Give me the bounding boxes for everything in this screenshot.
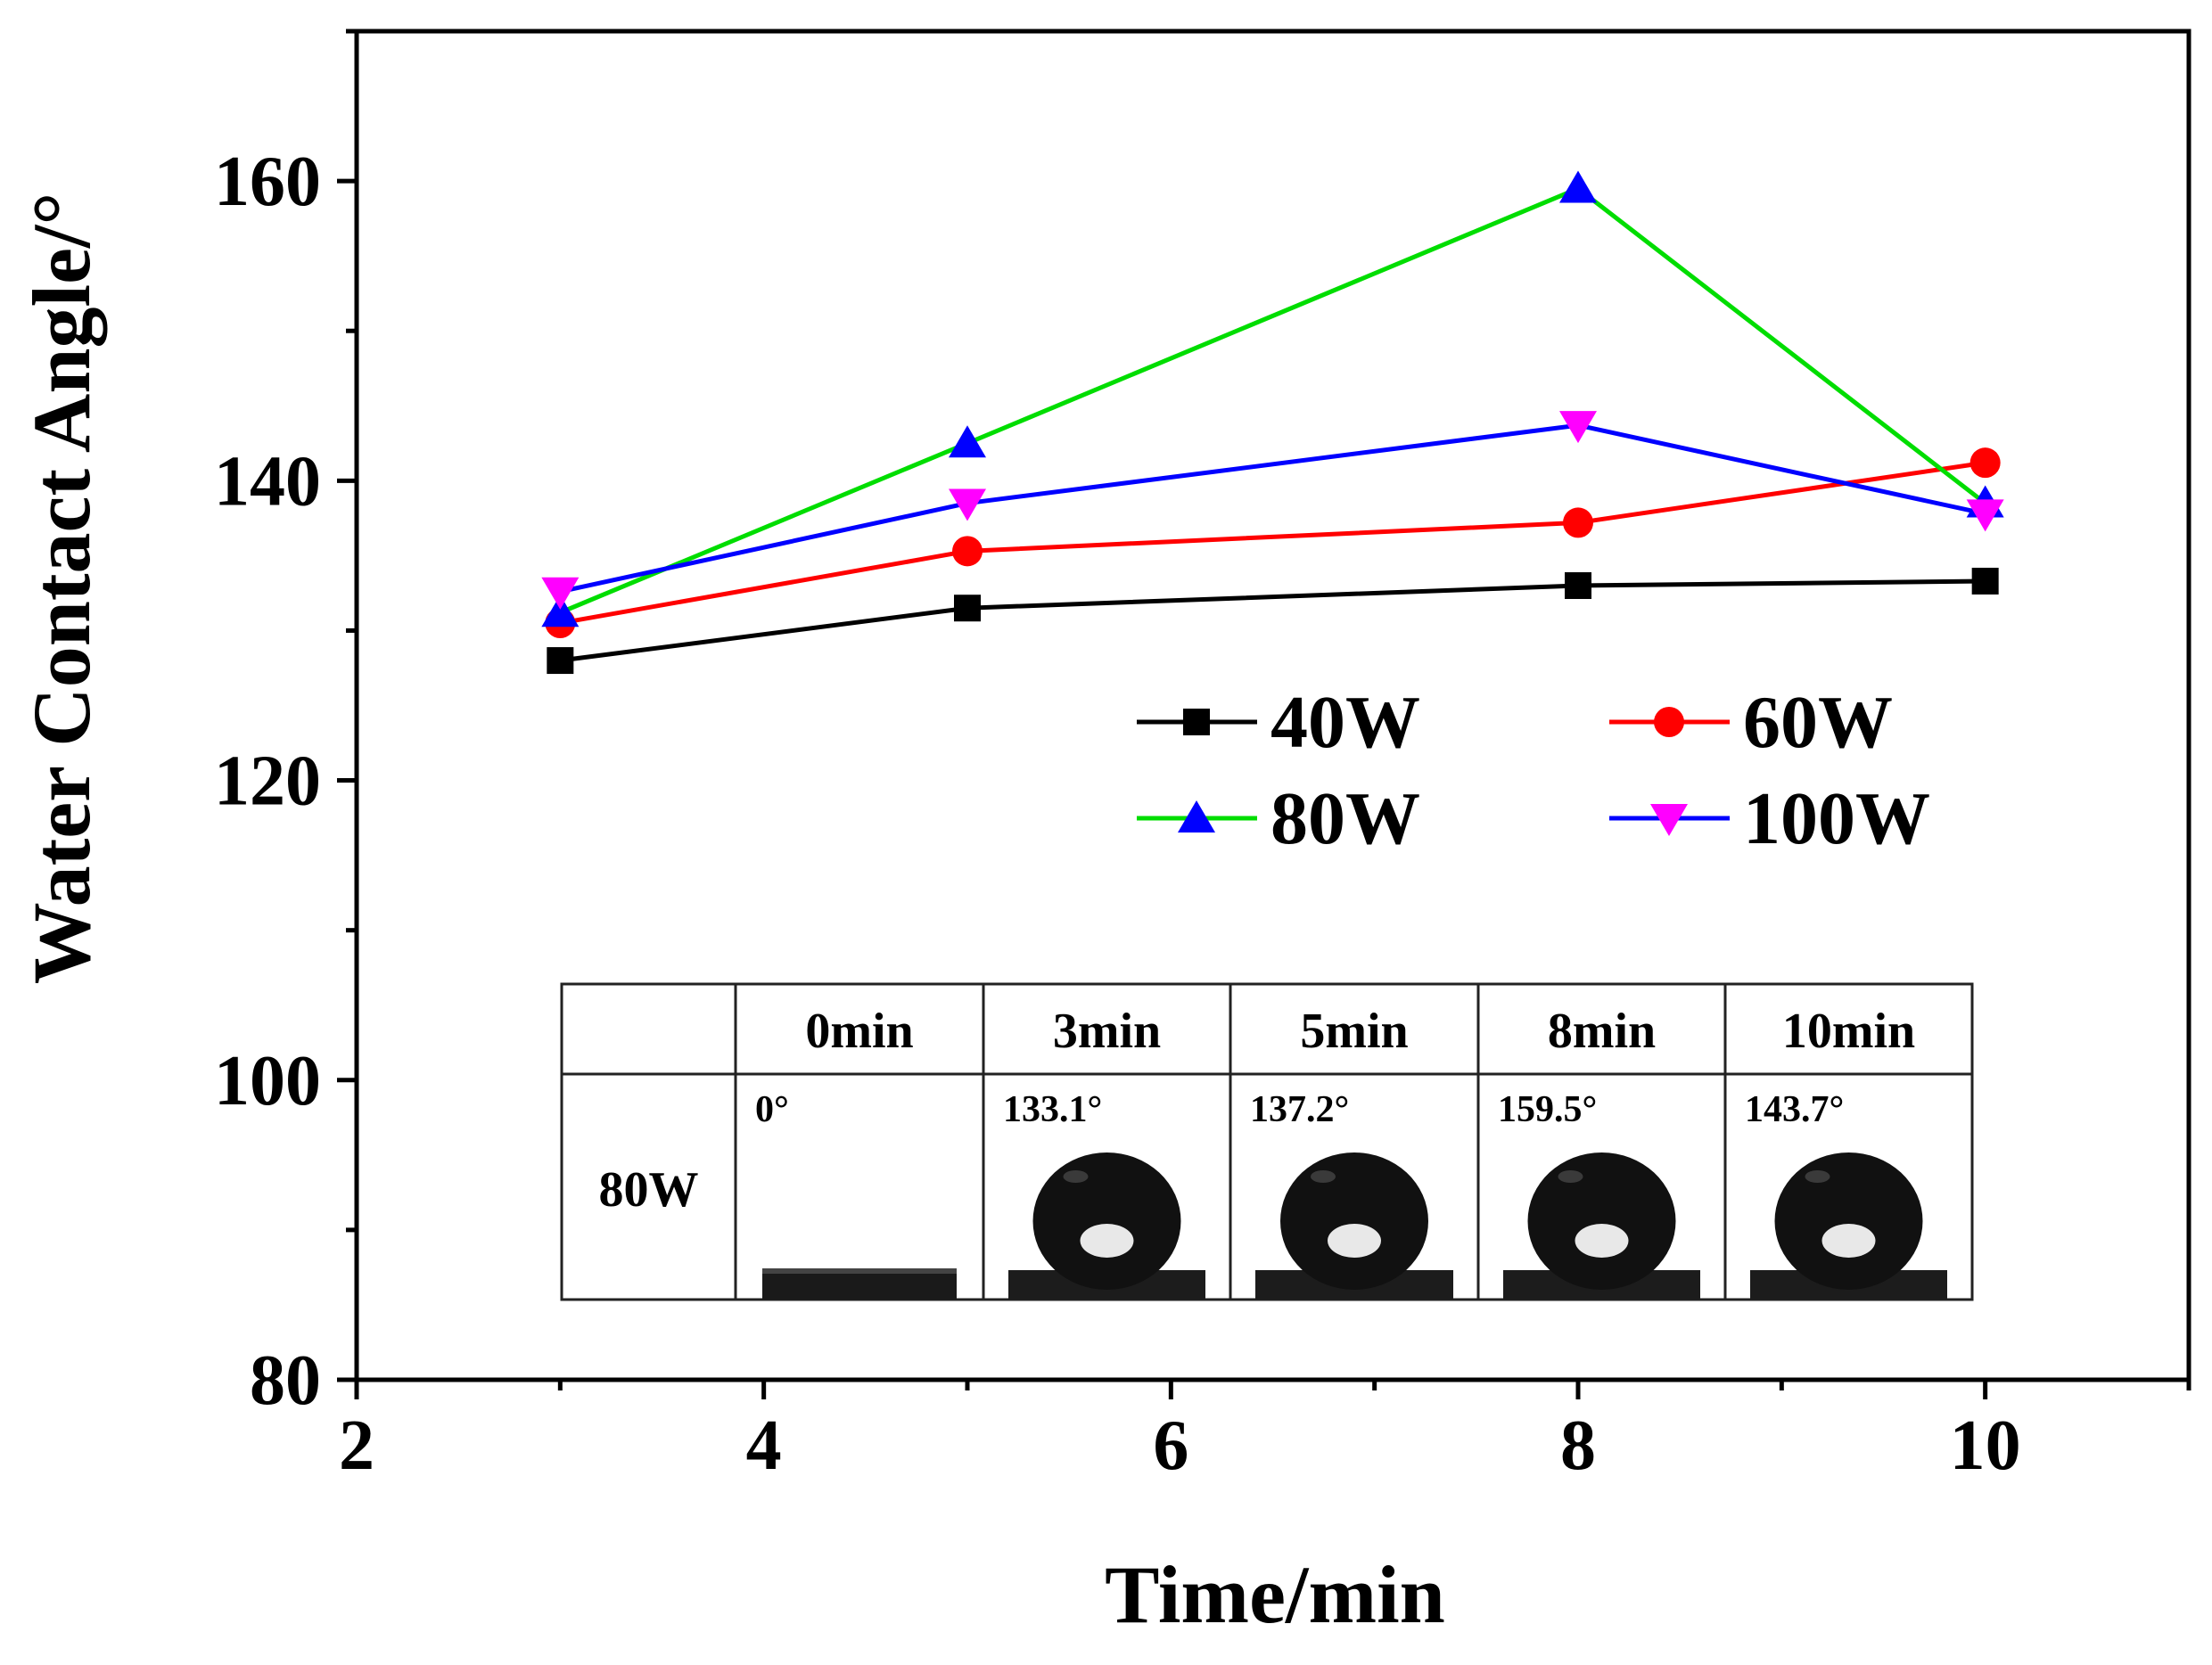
data-point-100W <box>541 577 580 610</box>
x-tick-label: 2 <box>339 1407 374 1485</box>
legend: 40W 60W 80W 100W <box>1137 681 1930 860</box>
inset-angle-label: 137.2° <box>1250 1089 1349 1130</box>
droplet-reflection <box>1805 1170 1830 1183</box>
droplet-image <box>1750 1152 1947 1300</box>
inset-col-header: 8min <box>1548 1004 1656 1059</box>
series-line-80W <box>559 185 1987 615</box>
inset-angle-label: 143.7° <box>1745 1089 1844 1130</box>
inset-angle-label: 159.5° <box>1498 1089 1597 1130</box>
inset-col-header: 5min <box>1300 1004 1408 1059</box>
x-axis-label: Time/min <box>1105 1549 1445 1640</box>
data-point-40W <box>1565 572 1591 600</box>
inset-col-header: 0min <box>805 1004 913 1059</box>
series-layer <box>541 170 2004 675</box>
droplet <box>1280 1152 1428 1290</box>
data-point-100W <box>1966 499 2004 532</box>
data-point-60W <box>1969 447 2001 479</box>
y-tick-label: 100 <box>214 1042 321 1120</box>
droplet-reflection <box>1311 1170 1336 1183</box>
inset-angle-label: 0° <box>755 1089 789 1130</box>
y-axis-label: Water Contact Angle/° <box>16 193 107 985</box>
legend-marker-80W <box>1178 800 1215 832</box>
inset-col-header: 3min <box>1053 1004 1161 1059</box>
legend-label-80W: 80W <box>1270 777 1420 860</box>
data-point-40W <box>954 595 981 622</box>
x-tick-label: 4 <box>746 1407 782 1485</box>
data-point-60W <box>952 536 983 567</box>
legend-marker-40W <box>1183 709 1210 735</box>
data-point-100W <box>949 488 986 521</box>
series-line-40W <box>560 578 1986 663</box>
data-point-80W <box>1559 170 1597 203</box>
data-point-100W <box>1559 411 1597 444</box>
series-line-60W <box>559 460 1986 626</box>
droplet-image <box>1255 1152 1453 1300</box>
data-point-40W <box>1971 567 1999 595</box>
droplet <box>1032 1152 1181 1290</box>
droplet-reflection <box>1558 1170 1583 1183</box>
droplet-image <box>1008 1152 1205 1300</box>
legend-label-40W: 40W <box>1270 681 1420 764</box>
data-point-60W <box>1563 507 1593 538</box>
data-point-80W <box>541 595 580 627</box>
x-tick-label: 6 <box>1153 1407 1188 1485</box>
droplet <box>1774 1152 1923 1290</box>
droplet-reflection <box>1063 1170 1089 1183</box>
substrate-edge <box>762 1268 957 1274</box>
droplet-highlight <box>1328 1224 1381 1258</box>
legend-marker-100W <box>1650 804 1688 836</box>
inset-row-label: 80W <box>599 1162 699 1218</box>
inset-frame <box>560 982 1974 1301</box>
legend-label-100W: 100W <box>1743 777 1930 860</box>
inset-col-header: 10min <box>1782 1004 1915 1059</box>
inset-angle-label: 133.1° <box>1003 1089 1102 1130</box>
droplet-image <box>762 1268 957 1300</box>
y-tick-label: 140 <box>214 442 321 521</box>
inset-table: 0min 3min 5min 8min 10min 80W 0° 133.1° 137.2° 15… <box>560 982 1974 1301</box>
y-tick-label: 120 <box>214 742 321 821</box>
legend-marker-60W <box>1654 707 1684 737</box>
legend-label-60W: 60W <box>1743 681 1893 764</box>
axes: 2 4 6 8 10 80 100 120 140 160 <box>214 29 2191 1485</box>
droplet-highlight <box>1821 1224 1876 1258</box>
droplet-highlight <box>1575 1224 1629 1258</box>
data-point-80W <box>949 425 986 458</box>
x-tick-label: 8 <box>1560 1407 1596 1485</box>
plot-frame <box>354 29 2191 1382</box>
droplet <box>1527 1152 1676 1290</box>
x-tick-label: 10 <box>1950 1407 2021 1485</box>
y-tick-label: 80 <box>250 1341 321 1420</box>
droplet-highlight <box>1080 1224 1134 1258</box>
series-line-100W <box>559 422 1986 595</box>
droplet-image <box>1503 1152 1700 1300</box>
data-point-40W <box>547 647 574 675</box>
y-tick-label: 160 <box>214 143 321 221</box>
